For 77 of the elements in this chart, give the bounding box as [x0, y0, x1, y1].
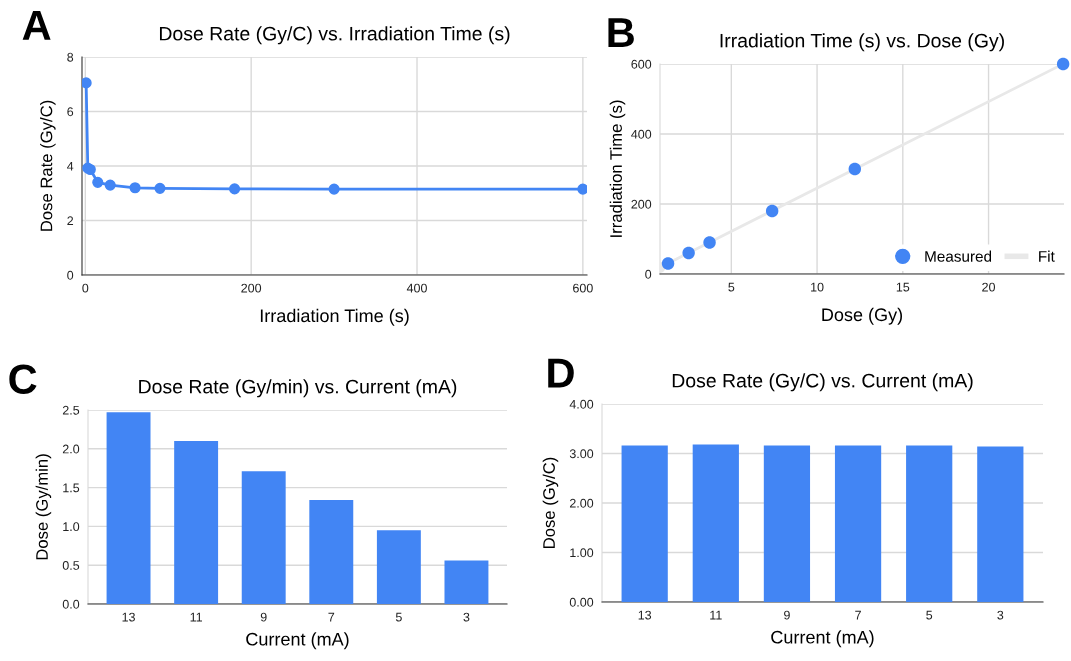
- y-tick-label: 0: [67, 270, 74, 280]
- y-axis-title: Dose Rate (Gy/C): [40, 100, 56, 231]
- legend-label: Measured: [925, 250, 992, 262]
- x-tick-label: 20: [982, 282, 996, 292]
- y-tick-label: 1.0: [63, 522, 80, 532]
- point: [328, 183, 340, 195]
- point: [703, 236, 716, 249]
- y-tick-label: 0.5: [62, 561, 80, 570]
- point: [229, 183, 241, 195]
- y-tick-label: 2.0: [62, 444, 80, 454]
- text: D: [548, 358, 574, 388]
- x-tick-label: 0: [82, 283, 89, 293]
- chart-title: Dose Rate (Gy/min) vs. Current (mA): [139, 379, 457, 398]
- x-tick-label: 7: [855, 610, 861, 620]
- y-tick-label: 8: [67, 52, 74, 62]
- y-tick-label: 2: [67, 216, 74, 226]
- y-axis-title: Dose (Gy/min): [35, 454, 52, 560]
- y-tick-label: 3.00: [569, 449, 594, 459]
- chart-title: Dose Rate (Gy/C) vs. Current (mA): [672, 373, 973, 392]
- x-tick-label: 11: [190, 612, 203, 622]
- legend-label: Fit: [1039, 250, 1055, 262]
- x-tick-label: 5: [395, 612, 402, 622]
- chart-title: Irradiation Time (s) vs. Dose (Gy): [720, 33, 1004, 52]
- x-tick-label: 3: [997, 610, 1004, 620]
- text: C: [9, 364, 37, 394]
- point: [154, 182, 166, 194]
- x-axis-title: Dose (Gy): [822, 307, 903, 325]
- text: B: [608, 18, 634, 47]
- x-tick-label: 200: [241, 283, 262, 293]
- bar: [174, 441, 219, 604]
- y-tick-label: 0: [645, 269, 652, 279]
- x-tick-label: 13: [638, 610, 652, 620]
- point: [129, 182, 141, 194]
- point: [682, 246, 695, 260]
- x-axis-title: Irradiation Time (s): [260, 308, 409, 326]
- y-tick-label: 0.00: [569, 597, 594, 607]
- y-tick-label: 200: [631, 199, 652, 209]
- y-tick-label: 1.5: [63, 483, 80, 493]
- point: [848, 162, 862, 176]
- y-tick-label: 0.0: [62, 599, 80, 609]
- y-tick-label: 400: [631, 129, 652, 139]
- y-tick-label: 4: [67, 161, 74, 171]
- y-tick-label: 2.00: [569, 498, 594, 508]
- bar: [309, 500, 354, 604]
- x-tick-label: 9: [784, 610, 790, 620]
- x-tick-label: 13: [122, 612, 135, 622]
- y-tick-label: 2.5: [62, 405, 80, 415]
- x-tick-label: 5: [728, 282, 735, 292]
- y-tick-label: 600: [631, 59, 652, 69]
- x-axis-title: Current (mA): [771, 630, 874, 648]
- bar: [106, 412, 151, 604]
- x-axis-title: Current (mA): [246, 632, 349, 650]
- chart-title: Dose Rate (Gy/C) vs. Irradiation Time (s): [159, 26, 510, 45]
- x-tick-label: 400: [406, 283, 427, 293]
- x-tick-label: 11: [710, 610, 722, 620]
- y-axis-title: Irradiation Time (s): [609, 100, 626, 237]
- x-tick-label: 9: [260, 612, 267, 622]
- point: [661, 257, 675, 270]
- point: [765, 204, 779, 218]
- x-tick-label: 7: [328, 612, 335, 622]
- text: A: [22, 10, 51, 40]
- x-tick-label: 15: [896, 282, 910, 292]
- y-tick-label: 6: [67, 107, 74, 117]
- point: [1056, 57, 1070, 71]
- bar: [444, 560, 489, 604]
- point: [82, 77, 92, 89]
- bar: [376, 530, 421, 604]
- point: [577, 183, 587, 195]
- point: [92, 176, 104, 188]
- y-tick-label: 1.00: [570, 548, 594, 558]
- y-tick-label: 4.00: [569, 399, 594, 409]
- bar: [241, 471, 286, 604]
- x-tick-label: 3: [463, 612, 470, 622]
- y-axis-title: Dose (Gy/C): [542, 457, 559, 548]
- point: [104, 179, 116, 191]
- x-tick-label: 5: [926, 610, 933, 620]
- x-tick-label: 10: [811, 282, 824, 292]
